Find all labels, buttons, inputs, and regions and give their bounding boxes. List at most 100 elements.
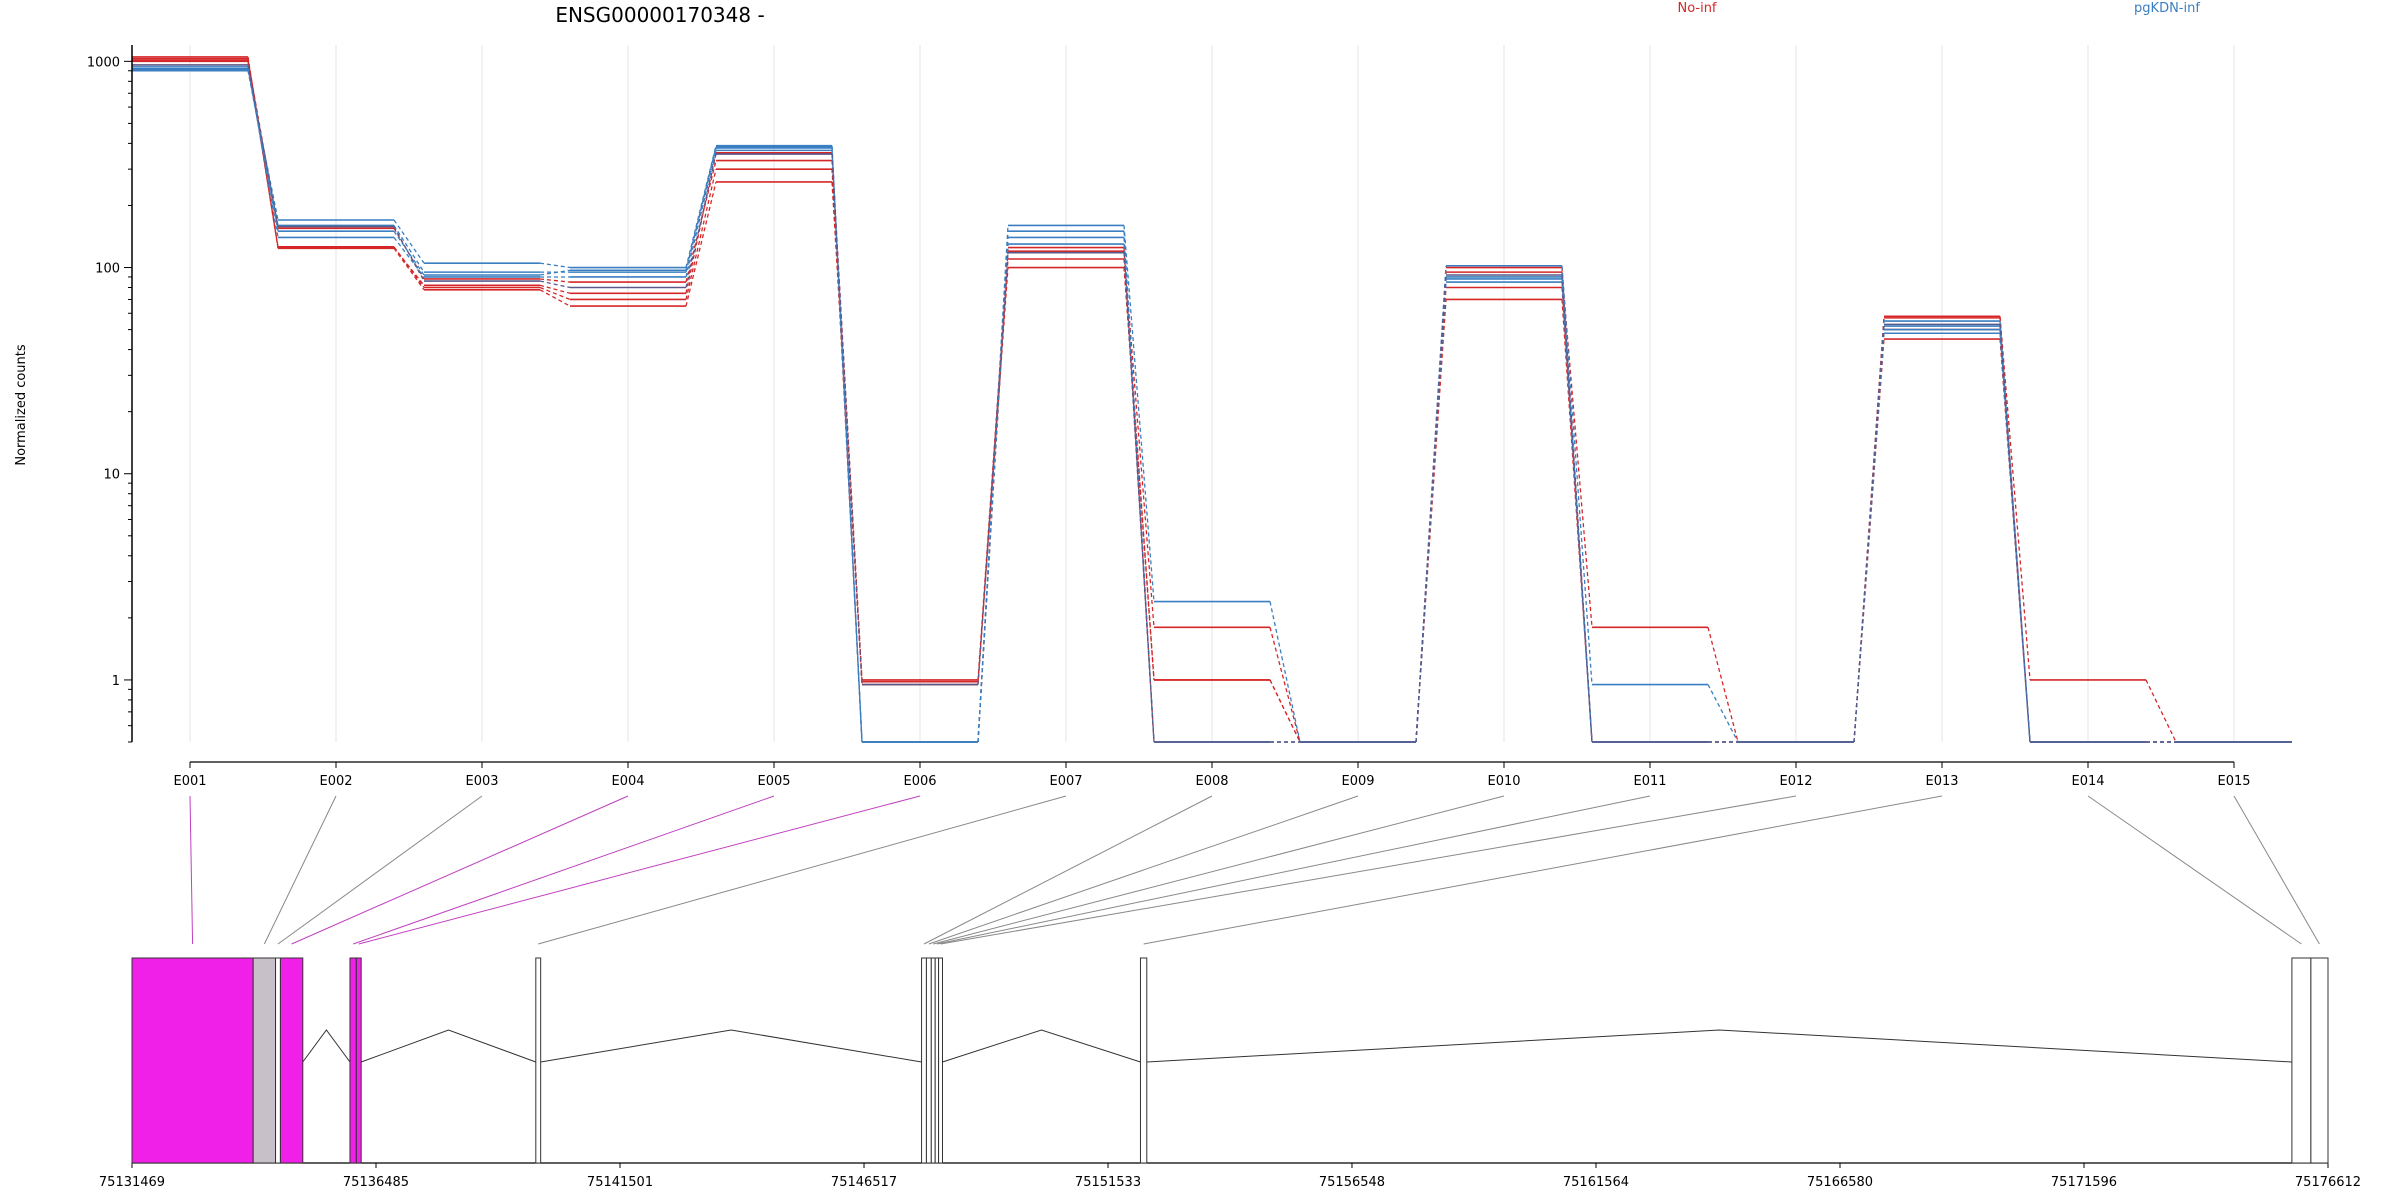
series-connector bbox=[1123, 225, 1155, 602]
series-connector bbox=[393, 225, 425, 273]
series-connector bbox=[393, 226, 425, 282]
series-connector bbox=[393, 247, 425, 291]
series-connector bbox=[2145, 679, 2177, 743]
series-connector bbox=[247, 64, 279, 227]
y-tick-label: 1 bbox=[112, 674, 120, 689]
series-connector bbox=[1123, 267, 1155, 680]
exon-block-E010 bbox=[930, 957, 936, 1164]
connector-E003 bbox=[277, 795, 483, 945]
x-tick-labels: E001 E002 E003 E004 E005 E006 E007 E008 E009 E010… bbox=[173, 774, 2250, 789]
genome-tick-label: 75131469 bbox=[99, 1175, 165, 1190]
exon-block-E012 bbox=[938, 957, 943, 1164]
series-connector bbox=[685, 153, 717, 288]
connector-E008 bbox=[923, 795, 1213, 945]
genome-tick-label: 75166580 bbox=[1807, 1175, 1873, 1190]
x-tick-label-E015: E015 bbox=[2217, 774, 2250, 789]
x-tick-label-E009: E009 bbox=[1341, 774, 1374, 789]
exon-block-E005 bbox=[349, 957, 357, 1164]
series-connector bbox=[247, 70, 279, 221]
series-lines bbox=[132, 56, 2292, 743]
x-tick-label-E011: E011 bbox=[1633, 774, 1666, 789]
series-connector bbox=[539, 284, 571, 294]
series-connector bbox=[539, 269, 571, 276]
x-tick-label-E005: E005 bbox=[757, 774, 790, 789]
series-connector bbox=[1853, 324, 1885, 743]
genome-tick-label: 75171596 bbox=[2051, 1175, 2117, 1190]
series-connector bbox=[831, 154, 863, 685]
series-connector bbox=[1999, 316, 2031, 680]
series-connector bbox=[685, 168, 717, 300]
series-connector bbox=[1707, 684, 1739, 743]
series-connector bbox=[1269, 679, 1301, 743]
intron-line bbox=[302, 1029, 351, 1063]
intron-line bbox=[942, 1029, 1141, 1063]
series-connector bbox=[1561, 299, 1593, 743]
intron-line bbox=[360, 1029, 536, 1063]
series-connector bbox=[1707, 627, 1739, 743]
connector-E002 bbox=[263, 795, 337, 945]
series-other-8 bbox=[132, 64, 2292, 743]
connector-E004 bbox=[291, 795, 629, 945]
genome-tick-label: 75156548 bbox=[1319, 1175, 1385, 1190]
series-connector bbox=[1123, 252, 1155, 743]
connector-E012 bbox=[940, 795, 1797, 945]
series-connector bbox=[393, 219, 425, 264]
connector-E005 bbox=[352, 795, 775, 945]
series-connector bbox=[539, 262, 571, 269]
genome-tick-label: 75161564 bbox=[1563, 1175, 1629, 1190]
connector-E009 bbox=[928, 795, 1359, 945]
genome-tick-label: 75141501 bbox=[587, 1175, 653, 1190]
x-tick-label-E012: E012 bbox=[1779, 774, 1812, 789]
y-tick-label: 10 bbox=[103, 468, 120, 483]
exon-block-E001 bbox=[131, 957, 254, 1164]
connector-E007 bbox=[538, 795, 1067, 945]
series-connector bbox=[1415, 274, 1447, 743]
series-connector bbox=[685, 147, 717, 273]
connector-E006 bbox=[358, 795, 921, 945]
genome-tick-label: 75136485 bbox=[343, 1175, 409, 1190]
genome-tick-label: 75151533 bbox=[1075, 1175, 1141, 1190]
genome-tick-label: 75146517 bbox=[831, 1175, 897, 1190]
x-tick-label-E008: E008 bbox=[1195, 774, 1228, 789]
series-connector bbox=[1269, 627, 1301, 743]
series-connector bbox=[393, 246, 425, 288]
exon-block-E014 bbox=[2291, 957, 2312, 1164]
x-tick-label-E013: E013 bbox=[1925, 774, 1958, 789]
y-tick-label: 100 bbox=[95, 262, 120, 277]
exon-block-E011 bbox=[934, 957, 940, 1164]
connector-E014 bbox=[2087, 795, 2302, 945]
series-connector bbox=[247, 69, 279, 232]
series-connector bbox=[539, 289, 571, 307]
series-connector bbox=[1853, 326, 1885, 743]
exon-block-E008 bbox=[921, 957, 927, 1164]
series-connector bbox=[393, 237, 425, 278]
vertical-gridlines bbox=[189, 45, 2235, 742]
series-connector bbox=[539, 280, 571, 289]
exon-block-E003 bbox=[275, 957, 281, 1164]
series-connector bbox=[1415, 282, 1447, 743]
y-tick-label: 1000 bbox=[87, 55, 120, 70]
gene-model: 75131469 75136485 75141501 75146517 75151533… bbox=[99, 957, 2361, 1190]
connector-E011 bbox=[936, 795, 1651, 945]
genome-tick-label: 75176612 bbox=[2295, 1175, 2361, 1190]
series-connector bbox=[539, 278, 571, 283]
legend-entry-no-inf: No-inf bbox=[1677, 1, 1716, 16]
exon-connectors bbox=[189, 795, 2320, 945]
x-tick-label-E006: E006 bbox=[903, 774, 936, 789]
chart-text: ENSG00000170348 - Normalized counts No-i… bbox=[14, 1, 2200, 466]
connector-E015 bbox=[2233, 795, 2320, 945]
intron-line bbox=[1146, 1029, 2292, 1063]
chart-title: ENSG00000170348 - bbox=[555, 3, 764, 27]
series-connector bbox=[685, 181, 717, 307]
connector-E010 bbox=[933, 795, 1505, 945]
exon-block-E006 bbox=[355, 957, 362, 1164]
connector-E013 bbox=[1143, 795, 1943, 945]
x-tick-label-E010: E010 bbox=[1487, 774, 1520, 789]
series-connector bbox=[539, 286, 571, 301]
series-connector bbox=[685, 150, 717, 278]
connector-E001 bbox=[189, 795, 194, 945]
exon-block-E015 bbox=[2310, 957, 2329, 1164]
y-axis-label: Normalized counts bbox=[14, 344, 29, 466]
axes: 1 10 100 1000 bbox=[87, 45, 2235, 768]
